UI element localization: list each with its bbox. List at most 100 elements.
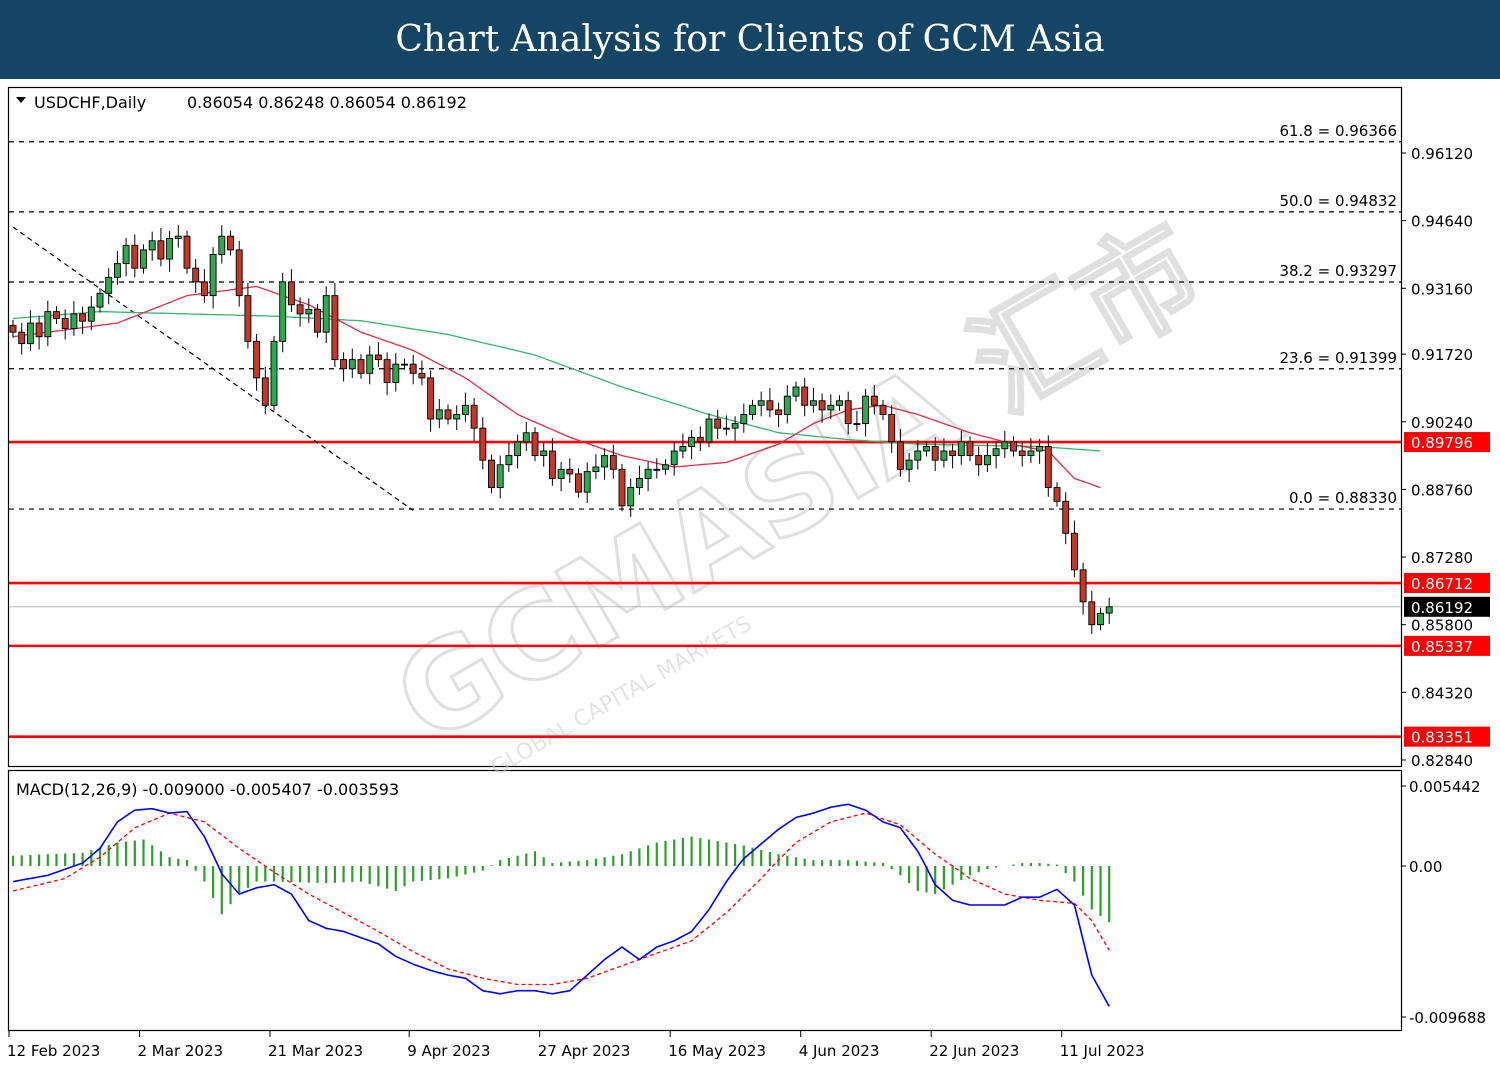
candle (670, 441, 678, 476)
candle-body-down (383, 359, 391, 383)
candle (166, 231, 174, 272)
candle-body-up (505, 455, 513, 466)
candle (209, 247, 217, 309)
candle (949, 443, 957, 469)
candle-body-down (1018, 450, 1026, 457)
candle-body-down (157, 240, 165, 260)
candle-body-down (1088, 601, 1096, 626)
candle-body-up (392, 363, 400, 383)
candle-body-up (113, 263, 121, 278)
fib-level-label: 61.8 = 0.96366 (1279, 122, 1397, 140)
candle (496, 455, 504, 499)
candle-body-down (775, 409, 783, 415)
candle-body-down (9, 324, 17, 333)
candle (348, 348, 356, 378)
candle (44, 300, 52, 346)
candle-body-up (166, 238, 174, 260)
candle (844, 391, 852, 435)
candle (53, 306, 60, 324)
candle (35, 315, 43, 350)
candle (714, 409, 722, 440)
candle-body-up (809, 400, 817, 406)
y-tick-label: 0.85800 (1411, 617, 1473, 635)
x-tick-label: 9 Apr 2023 (407, 1042, 490, 1060)
candle (314, 303, 321, 338)
candle-body-up (592, 466, 600, 473)
y-tick-label: 0.84320 (1411, 684, 1473, 702)
candle (374, 342, 382, 367)
candle-body-down (200, 281, 208, 297)
macd-y-tick-label: -0.009688 (1409, 1009, 1486, 1027)
ma-fast-line (12, 285, 1101, 489)
candle-body-up (540, 450, 548, 457)
candle-body-down (470, 404, 478, 429)
candle-body-up (209, 254, 217, 297)
candle-body-down (566, 468, 574, 475)
symbol-header[interactable]: USDCHF,Daily 0.86054 0.86248 0.86054 0.8… (16, 93, 467, 112)
candle-body-up (914, 450, 922, 461)
candle-body-down (488, 459, 495, 489)
candle-body-up (1105, 606, 1113, 614)
candle (1062, 492, 1070, 545)
current-price-tag-text: 0.86192 (1411, 599, 1473, 617)
candle-body-up (731, 423, 739, 429)
candle (270, 335, 278, 411)
candle-body-down (879, 404, 887, 415)
candle-body-down (287, 281, 295, 306)
candle (566, 458, 574, 484)
macd-label: MACD(12,26,9) -0.009000 -0.005407 -0.003… (16, 780, 399, 799)
candle-body-down (548, 450, 556, 479)
candle-body-up (783, 395, 791, 415)
candle-body-down (1062, 500, 1070, 534)
candle (1105, 597, 1113, 625)
candle-body-up (627, 487, 635, 507)
candle (531, 427, 539, 462)
candle (705, 413, 713, 448)
candle (1010, 436, 1017, 457)
candle (244, 282, 252, 349)
candle-body-up (1036, 445, 1044, 452)
candle-body-down (192, 267, 200, 283)
candle-body-up (87, 306, 95, 322)
candle-body-up (670, 450, 678, 466)
candle (775, 402, 783, 428)
candle-body-up (140, 249, 147, 269)
candle-body-down (409, 363, 417, 374)
candle-body-up (401, 363, 408, 366)
candle (722, 415, 730, 436)
y-tick-label: 0.94640 (1411, 213, 1473, 231)
candle-body-up (688, 436, 696, 447)
candle (287, 269, 295, 313)
candle (174, 225, 182, 248)
candle (200, 269, 208, 303)
candle-body-up (853, 423, 861, 426)
candle-body-up (522, 432, 530, 443)
candle-body-down (766, 400, 774, 411)
candle-body-down (340, 359, 348, 370)
level-price-tag (1404, 726, 1490, 747)
candle (1079, 562, 1087, 615)
macd-y-tick-label: 0.00 (1409, 858, 1442, 876)
candle (157, 227, 165, 267)
candle (957, 430, 965, 465)
level-price-tag (1404, 635, 1490, 656)
candle (253, 334, 261, 391)
chevron-down-icon[interactable] (16, 97, 26, 103)
candle-body-down (801, 386, 809, 406)
candle-body-up (923, 445, 930, 452)
x-tick-label: 16 May 2023 (668, 1042, 766, 1060)
current-price-tag (1404, 596, 1490, 617)
candle-body-down (975, 455, 983, 466)
candle (453, 405, 461, 430)
candle (340, 352, 348, 382)
candle-body-down (531, 432, 539, 457)
candle-body-up (366, 354, 374, 374)
candle-body-up (992, 448, 1000, 457)
x-tick-label: 22 Jun 2023 (929, 1042, 1019, 1060)
candle-body-up (514, 441, 522, 457)
candle (896, 429, 904, 477)
candle (731, 416, 739, 441)
level-price-tag-text: 0.86712 (1411, 575, 1473, 593)
ma-slow-line (12, 310, 1101, 452)
candle (992, 441, 1000, 469)
